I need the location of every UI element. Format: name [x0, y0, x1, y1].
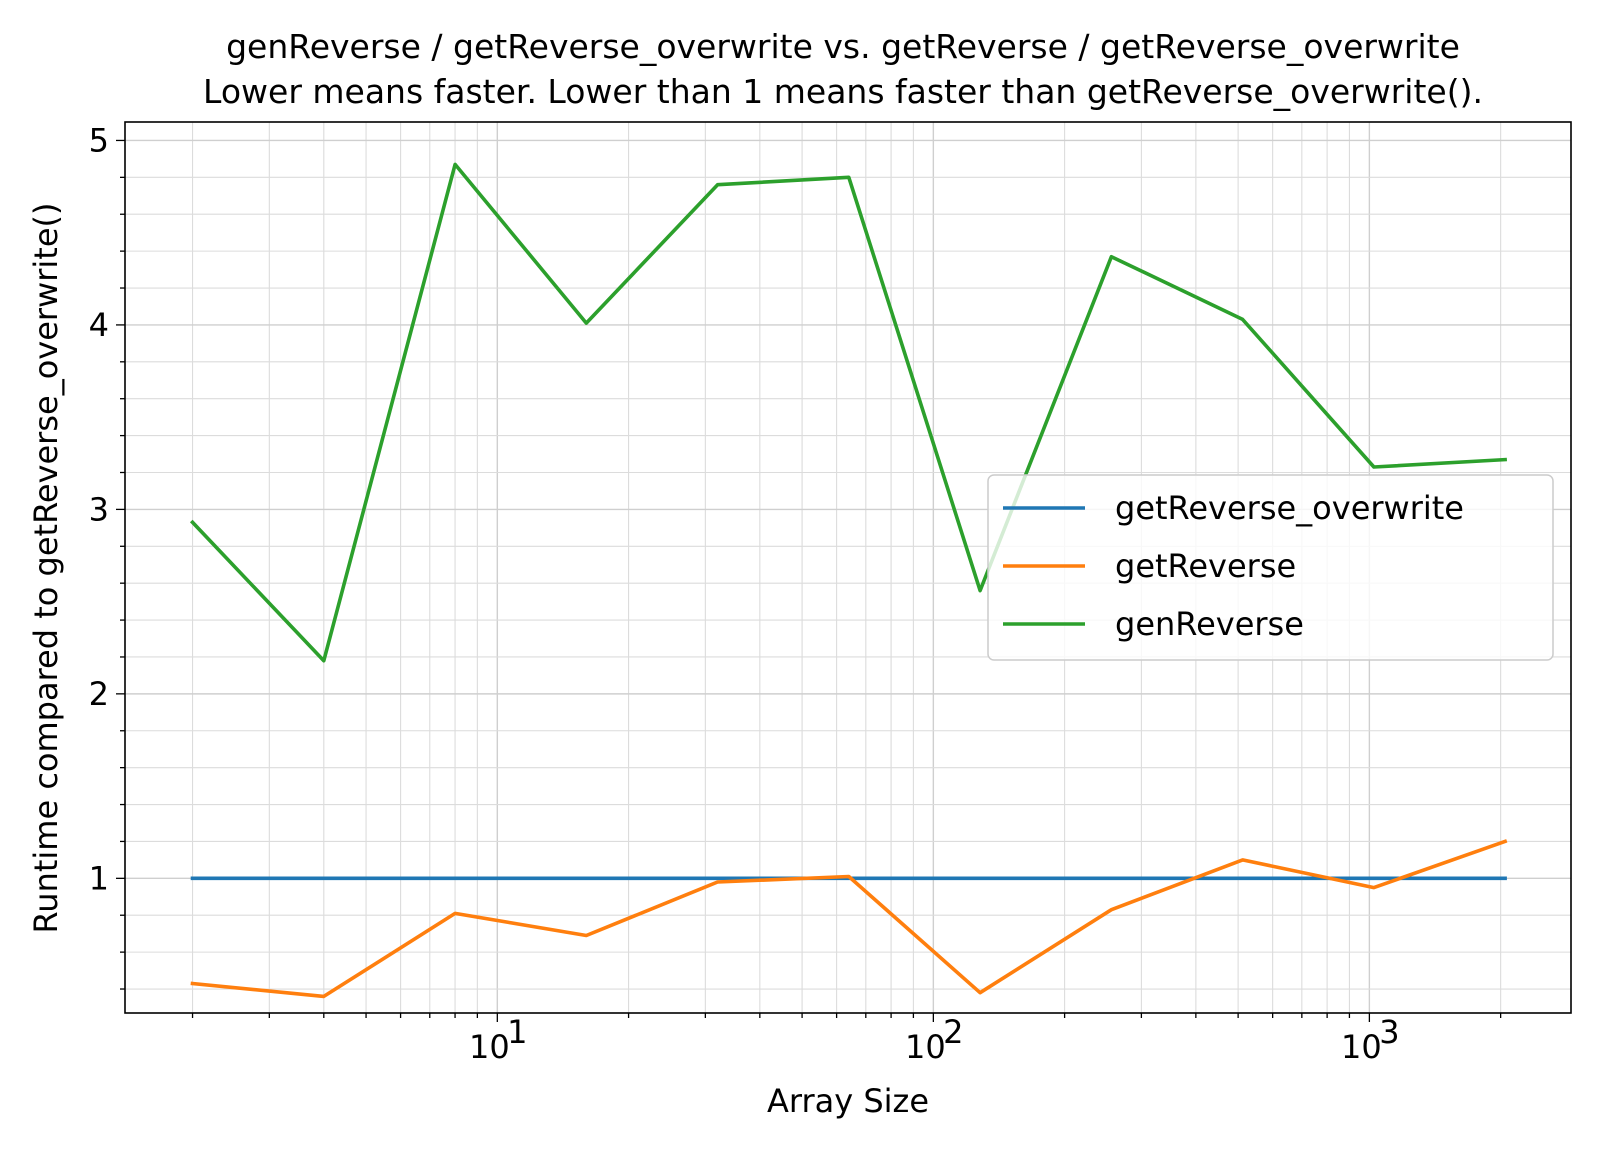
x-tick-exponent: 2 — [943, 1013, 963, 1051]
legend-label: getReverse_overwrite — [1115, 489, 1464, 527]
x-tick-exponent: 1 — [507, 1013, 527, 1051]
legend-label: genReverse — [1115, 605, 1304, 643]
chart-subtitle: Lower means faster. Lower than 1 means f… — [203, 72, 1483, 111]
y-tick-label: 5 — [89, 121, 109, 159]
y-tick-label: 4 — [89, 306, 109, 344]
plot-frame — [124, 121, 1572, 1014]
legend-box — [987, 474, 1554, 661]
series-line-getReverse — [190, 839, 1508, 999]
x-tick-exponent: 3 — [1379, 1013, 1399, 1051]
legend-label: getReverse — [1115, 547, 1296, 585]
series-line-genReverse — [189, 162, 1507, 663]
y-tick-label: 3 — [89, 490, 109, 528]
x-tick-label: 10 — [905, 1028, 946, 1066]
chart-title: genReverse / getReverse_overwrite vs. ge… — [226, 27, 1460, 66]
y-tick-label: 2 — [89, 675, 109, 713]
y-axis-label: Runtime compared to getReverse_overwrite… — [27, 203, 65, 934]
x-axis-label: Array Size — [767, 1082, 929, 1120]
x-tick-label: 10 — [469, 1028, 510, 1066]
x-tick-label: 10 — [1341, 1028, 1382, 1066]
y-tick-label: 1 — [89, 859, 109, 897]
series-lines — [189, 162, 1508, 999]
legend: getReverse_overwrite getReverse genReverse — [987, 474, 1554, 661]
